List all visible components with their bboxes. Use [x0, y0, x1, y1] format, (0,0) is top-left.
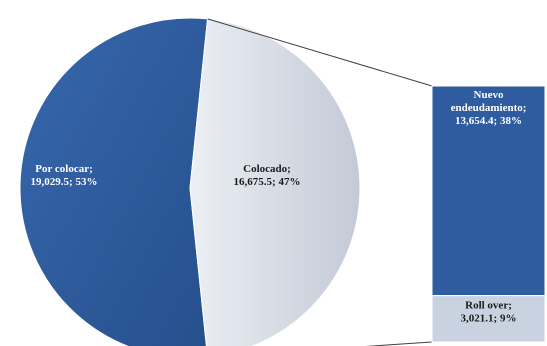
label-por-colocar: Por colocar; 19,029.5; 53%: [31, 163, 98, 188]
connector-line-bottom: [365, 341, 433, 346]
connector-line-top: [207, 18, 433, 87]
data-labels: Por colocar; 19,029.5; 53% Colocado; 16,675…: [31, 89, 527, 325]
stacked-bar: [431, 85, 546, 343]
pie: [19, 17, 361, 346]
label-colocado: Colocado; 16,675.5; 47%: [234, 163, 301, 188]
connector-lines: [207, 18, 433, 346]
label-roll-over: Roll over; 3,021.1; 9%: [461, 300, 517, 325]
pie-slice-colocado: [189, 18, 361, 346]
label-nuevo-endeudamiento: Nuevo endeudamiento; 13,654.4; 38%: [451, 89, 527, 127]
bar-segment-roll-over: [431, 295, 546, 343]
pie-slice-por-colocar: [19, 17, 209, 346]
bar-segment-nuevo-endeudamiento: [431, 85, 546, 297]
